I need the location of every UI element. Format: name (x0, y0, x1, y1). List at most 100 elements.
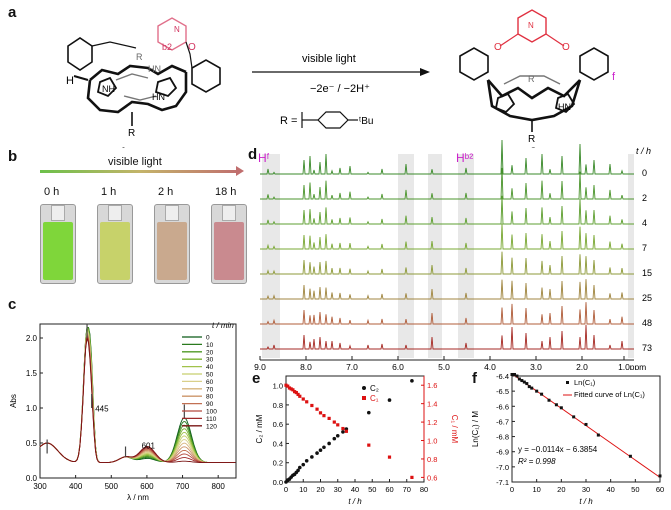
nmr-spectrum (260, 279, 634, 300)
data-point-c2 (335, 433, 340, 438)
data-point-c1 (289, 387, 293, 391)
x-axis-label: t / h (348, 497, 362, 506)
y-tick-label: 2.0 (26, 334, 38, 343)
data-point-c2 (310, 455, 314, 459)
legend-entry: 50 (206, 372, 214, 379)
label-r-top: R (136, 52, 143, 62)
shaded-band (458, 154, 474, 358)
x-tick-label: 300 (33, 482, 47, 491)
data-point-c1 (284, 383, 288, 387)
data-point (530, 386, 534, 390)
data-point-c1 (336, 423, 340, 427)
data-point (520, 379, 524, 383)
legend-marker-points (566, 381, 569, 384)
data-point-c1 (367, 443, 371, 447)
time-label: 15 (642, 268, 652, 278)
data-point (527, 385, 531, 389)
spectrum-line (39, 338, 236, 464)
compound-1-structure (67, 17, 221, 126)
plot-frame (39, 323, 237, 479)
x-tick-label: 40 (351, 485, 359, 494)
data-point-c2 (341, 430, 345, 434)
ppm-tick-label: 5.0 (438, 362, 450, 370)
shaded-band (428, 154, 442, 358)
x-axis-label: λ / nm (127, 493, 149, 502)
time-label: 48 (642, 318, 652, 328)
x-tick-label: 20 (557, 485, 565, 494)
y-tick-label: -6.5 (496, 387, 509, 396)
data-point (658, 474, 662, 478)
data-point-c1 (387, 455, 392, 459)
vial-solution (214, 222, 244, 280)
x-tick-label: 50 (368, 485, 376, 494)
data-point-c1 (296, 392, 300, 397)
ppm-tick-label: ppm (630, 362, 647, 370)
data-point (517, 377, 521, 381)
label-hn-right: HN (558, 102, 571, 112)
compound-2-label: 2 (530, 145, 537, 148)
r-group-label: R = (280, 115, 297, 127)
vial-cap (165, 205, 179, 221)
data-point-c2 (410, 379, 414, 383)
data-point-c1 (327, 416, 331, 420)
x-tick-label: 30 (582, 485, 590, 494)
data-point (510, 372, 514, 376)
data-point-c1 (315, 407, 319, 411)
ppm-tick-label: 3.0 (530, 362, 542, 370)
vial (40, 204, 76, 284)
panel-letter-a: a (8, 4, 17, 21)
data-point (522, 380, 526, 384)
label-o-right: O (562, 42, 570, 53)
data-point (535, 389, 539, 393)
x-tick-label: 500 (105, 482, 119, 491)
x-tick-label: 600 (140, 482, 154, 491)
y-tick-label: -6.4 (496, 372, 509, 381)
ppm-tick-label: 4.0 (484, 362, 496, 370)
y2-tick-label: 1.2 (427, 418, 437, 427)
label-hn-3: HN (152, 92, 165, 102)
legend-marker-c2 (362, 386, 366, 390)
legend-entry-points: Ln(C₁) (574, 378, 596, 387)
x-tick-label: 0 (510, 485, 514, 494)
label-n: N (174, 25, 180, 34)
x-tick-label: 60 (385, 485, 393, 494)
y2-tick-label: 1.6 (427, 381, 437, 390)
panel-b-title: visible light (108, 156, 162, 168)
legend-entry: 60 (206, 379, 214, 386)
label-f: f (612, 71, 616, 83)
x-tick-label: 10 (532, 485, 540, 494)
panel-letter-b: b (8, 148, 18, 165)
peak-label: 601 (142, 442, 156, 451)
legend-entry-c1: C₁ (370, 394, 379, 403)
label-nh-1: NH (102, 84, 115, 94)
hf-label: Hᶠ (258, 151, 270, 165)
time-label: 7 (642, 243, 647, 253)
concentration-time-chart: 0 10 20 30 40 50 60 70 80 0.0 0.2 0.4 0.6 0.8 1.0 0.6 0.… (255, 375, 459, 506)
label-r-top-right: R (528, 74, 535, 84)
time-label: 25 (642, 293, 652, 303)
data-point-c2 (304, 459, 309, 463)
x-tick-label: 10 (299, 485, 307, 494)
nmr-spectrum (260, 223, 634, 250)
data-point (515, 374, 519, 378)
y-tick-label: 0.0 (26, 474, 38, 483)
data-point (547, 398, 551, 402)
y-tick-label: 1.0 (273, 382, 283, 391)
ppm-tick-label: 7.0 (346, 362, 358, 370)
y2-tick-label: 0.8 (427, 455, 437, 464)
legend-entry: 110 (206, 416, 217, 423)
y-tick-label: -6.8 (496, 433, 509, 442)
y-tick-label: 0.4 (273, 439, 283, 448)
y-axis-label: Abs (9, 394, 18, 408)
panel-letter-c: c (8, 296, 17, 313)
data-point (559, 406, 563, 410)
data-point-c2 (301, 462, 306, 467)
label-n-right: N (528, 21, 534, 30)
vial-cap (51, 205, 65, 221)
panel-letter-f: f (472, 370, 477, 387)
compound-1-label: 1 (120, 145, 127, 148)
data-point-c1 (301, 397, 305, 401)
legend-entry: 20 (206, 349, 214, 356)
vial-cap (222, 205, 236, 221)
data-point-c1 (298, 394, 302, 398)
